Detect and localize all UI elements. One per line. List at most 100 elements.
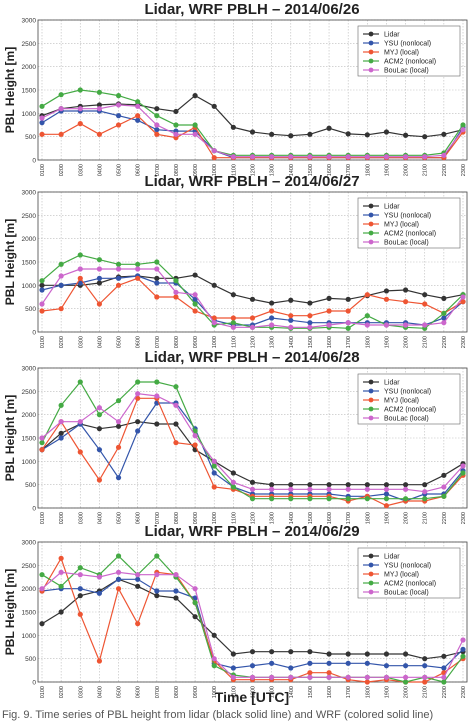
x-tick-label: 1200 (251, 686, 257, 698)
data-point (115, 586, 122, 592)
x-tick-label: 2100 (423, 686, 429, 698)
legend-marker (368, 562, 374, 568)
data-point (135, 583, 141, 589)
legend-marker (368, 49, 374, 55)
x-tick-label: 1400 (289, 512, 295, 524)
chart-panel-4: Lidar, WRF PBLH – 2014/06/29 PBL Height [… (3, 523, 468, 698)
data-point (402, 287, 409, 293)
data-point (326, 674, 332, 680)
x-tick-label: 1600 (327, 336, 333, 348)
x-tick-label: 0200 (59, 336, 65, 348)
legend-marker (368, 379, 374, 385)
x-tick-label: 1000 (212, 164, 218, 176)
data-point (135, 99, 141, 105)
legend-label: BouLac (local) (384, 416, 429, 423)
data-point (77, 280, 83, 286)
data-point (211, 656, 217, 662)
y-tick-label: 2000 (22, 236, 37, 243)
data-point (58, 555, 64, 561)
data-point (115, 102, 122, 108)
data-point (135, 395, 141, 401)
x-tick-label: 0500 (117, 164, 123, 176)
data-point (135, 572, 141, 578)
data-point (154, 113, 160, 119)
legend-label: ACM2 (nonlocal) (384, 407, 436, 414)
x-tick-label: 2300 (461, 336, 467, 348)
data-point (96, 106, 103, 112)
data-point (269, 486, 275, 492)
data-point (192, 131, 198, 137)
x-tick-label: 2000 (404, 336, 410, 348)
legend-marker (368, 40, 374, 46)
data-point (230, 154, 236, 160)
data-point (96, 426, 103, 432)
data-point (345, 660, 351, 666)
x-tick-label: 0800 (174, 686, 180, 698)
data-point (58, 419, 64, 425)
data-point (307, 674, 313, 680)
data-point (345, 320, 351, 326)
x-tick-label: 1900 (384, 512, 390, 524)
x-tick-label: 1800 (365, 686, 371, 698)
data-point (441, 665, 447, 671)
data-point (39, 435, 45, 441)
y-tick-label: 3000 (22, 18, 37, 25)
x-tick-label: 0800 (174, 336, 180, 348)
y-tick-label: 0 (32, 680, 36, 687)
data-point (230, 674, 236, 680)
x-tick-label: 0900 (193, 164, 199, 176)
data-point (288, 317, 294, 323)
x-tick-label: 1000 (212, 336, 218, 348)
legend-marker (368, 31, 374, 37)
data-point (96, 477, 103, 483)
data-point (326, 154, 332, 160)
y-tick-label: 2000 (22, 64, 37, 71)
data-point (402, 679, 409, 685)
data-point (345, 154, 351, 160)
data-point (115, 444, 122, 450)
x-tick-label: 1000 (212, 686, 218, 698)
data-point (230, 292, 236, 298)
data-point (249, 315, 256, 321)
y-tick-label: 500 (25, 134, 36, 141)
data-point (77, 266, 83, 272)
data-point (441, 131, 447, 137)
data-point (249, 663, 256, 669)
legend-label: BouLac (local) (384, 240, 429, 247)
data-point (326, 660, 332, 666)
data-point (173, 572, 179, 578)
legend-marker (368, 221, 374, 227)
data-point (460, 299, 466, 305)
data-point (288, 154, 294, 160)
data-point (135, 275, 141, 281)
data-point (154, 122, 160, 128)
x-tick-label: 0300 (78, 686, 84, 698)
x-tick-label: 0400 (97, 512, 103, 524)
data-point (288, 486, 294, 492)
data-point (288, 482, 294, 488)
data-point (211, 320, 217, 326)
legend-label: MYJ (local) (384, 572, 419, 579)
legend-label: Lidar (384, 554, 400, 561)
data-point (345, 486, 351, 492)
data-point (39, 120, 45, 126)
data-point (288, 674, 294, 680)
data-point (58, 569, 64, 575)
data-point (154, 572, 160, 578)
y-tick-label: 2000 (22, 412, 37, 419)
x-tick-label: 1100 (231, 336, 237, 348)
chart-panel-3: Lidar, WRF PBLH – 2014/06/28 PBL Height [… (3, 349, 468, 524)
data-point (77, 611, 83, 617)
chart-title: Lidar, WRF PBLH – 2014/06/28 (144, 349, 359, 366)
x-tick-label: 0600 (136, 336, 142, 348)
data-point (135, 117, 141, 123)
legend-marker (368, 589, 374, 595)
data-point (58, 609, 64, 615)
x-tick-label: 1100 (231, 164, 237, 176)
data-point (173, 294, 179, 300)
data-point (135, 621, 141, 627)
data-point (402, 482, 409, 488)
data-point (307, 486, 313, 492)
data-point (135, 391, 141, 397)
data-point (422, 674, 428, 680)
